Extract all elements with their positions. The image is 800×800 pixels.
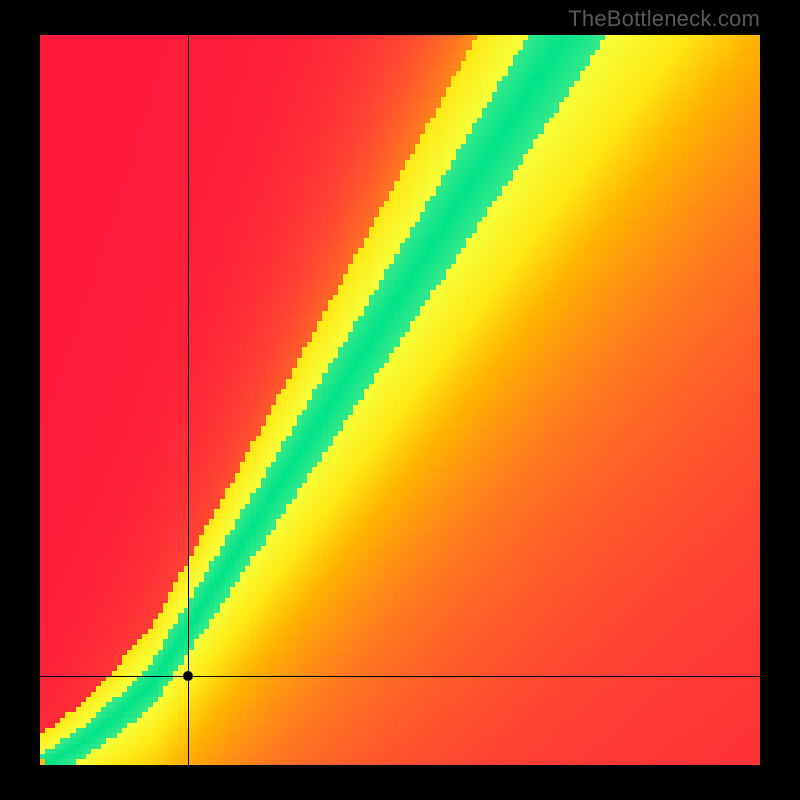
crosshair-horizontal (40, 676, 760, 677)
watermark-text: TheBottleneck.com (568, 6, 760, 32)
chart-container: TheBottleneck.com (0, 0, 800, 800)
plot-area (40, 35, 760, 765)
crosshair-vertical (188, 35, 189, 765)
heatmap-canvas (40, 35, 760, 765)
crosshair-marker (183, 671, 193, 681)
